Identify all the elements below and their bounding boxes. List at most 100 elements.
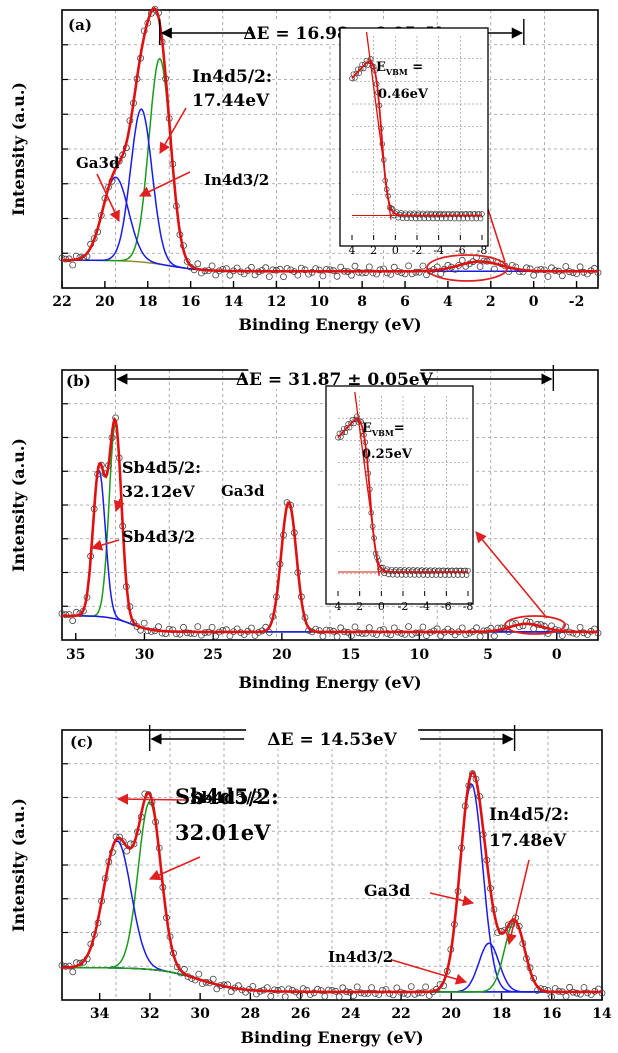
data-point — [369, 269, 377, 277]
data-point — [390, 624, 398, 632]
vbm-value: 0.46eV — [378, 87, 429, 102]
x-tick-label: -2 — [569, 294, 585, 310]
data-point — [328, 987, 336, 994]
inset-edge-extrapolation — [354, 391, 380, 577]
x-tick-label: 32 — [140, 1006, 159, 1022]
peak-annotation: In4d5/2: — [192, 67, 272, 87]
data-point — [155, 623, 162, 631]
x-tick-label: 14 — [592, 1006, 612, 1022]
data-point — [180, 623, 187, 631]
data-point — [212, 271, 220, 279]
inset-valence-band: 4 2 0 -2 -4 -6 -8 EVBM= 0.25eV — [325, 385, 474, 613]
inset-x-tick-label: -4 — [433, 244, 444, 257]
x-tick-label: 8 — [357, 294, 367, 310]
data-point — [351, 262, 359, 270]
inset-data-point — [348, 420, 354, 427]
inset-x-tick-label: -8 — [477, 244, 488, 257]
data-point — [116, 833, 123, 841]
peak-annotation: 17.48eV — [489, 831, 567, 851]
data-point — [405, 623, 413, 630]
annotation-arrow — [116, 793, 187, 805]
data-point — [569, 269, 577, 277]
x-tick-label: 5 — [483, 647, 493, 663]
data-point — [319, 272, 327, 280]
x-tick-label: 34 — [90, 1006, 110, 1022]
data-point — [371, 990, 379, 997]
data-point — [194, 260, 202, 268]
inset-data-point — [465, 567, 471, 574]
y-axis-label: Intensity (a.u.) — [9, 798, 28, 932]
data-point — [265, 629, 273, 636]
data-point — [296, 992, 304, 999]
peak-annotation: Ga3d — [76, 154, 120, 172]
inset-data-point — [435, 211, 442, 218]
data-point — [580, 984, 588, 991]
data-point — [566, 983, 573, 991]
data-point — [337, 624, 345, 632]
data-point — [333, 272, 341, 280]
data-point — [119, 838, 127, 845]
data-point — [339, 984, 347, 992]
data-point — [476, 263, 484, 270]
inset-x-tick-label: 4 — [335, 600, 342, 613]
data-point — [335, 993, 343, 1001]
data-point — [219, 627, 227, 634]
annotation-arrow — [429, 892, 475, 907]
data-point — [376, 627, 384, 634]
data-point — [265, 273, 273, 281]
peak-annotation: Ga3d — [364, 881, 410, 900]
data-point — [541, 266, 548, 274]
peak-annotation: Sb4d3/2 — [190, 788, 263, 807]
data-point — [362, 269, 370, 277]
inset-valence-band: 4 2 0 -2 -4 -6 -8 EVBM = 0.46eV — [339, 27, 489, 257]
vbm-label-e: E — [376, 60, 386, 75]
data-point — [219, 265, 227, 273]
inset-x-tick-label: 4 — [349, 244, 356, 257]
delta-e-label-bg — [246, 727, 419, 749]
data-point — [386, 990, 394, 997]
x-tick-label: 26 — [291, 1006, 310, 1022]
peak-annotation: 32.01eV — [175, 820, 271, 845]
panel-label: (a) — [68, 16, 92, 34]
data-point — [194, 623, 202, 630]
x-tick-label: 15 — [341, 647, 360, 663]
x-tick-label: 22 — [391, 1006, 410, 1022]
data-point — [368, 984, 376, 991]
data-point — [213, 985, 221, 993]
data-point — [69, 261, 77, 269]
data-point — [407, 983, 415, 990]
data-point — [398, 629, 405, 637]
x-tick-label: 10 — [310, 294, 330, 310]
x-axis-label: Binding Energy (eV) — [238, 673, 421, 692]
vbm-label-equals: = — [394, 421, 405, 436]
data-point — [280, 273, 287, 281]
annotation-arrow — [505, 859, 530, 946]
data-point — [423, 632, 430, 640]
data-point — [530, 271, 538, 279]
inset-data-point — [356, 418, 363, 424]
grid — [62, 730, 602, 1000]
data-point — [303, 986, 311, 994]
annotation-arrow — [391, 959, 468, 985]
annotation-arrow — [138, 171, 191, 197]
delta-e-label: ΔE = 14.53eV — [267, 730, 397, 750]
data-point — [337, 263, 345, 271]
data-point — [326, 627, 334, 634]
data-point — [267, 992, 275, 1000]
vbm-label: EVBM= — [362, 421, 405, 438]
x-tick-label: 12 — [267, 294, 286, 310]
y-axis-label: Intensity (a.u.) — [9, 438, 28, 572]
data-point — [473, 624, 480, 632]
valence-band-ellipse — [504, 615, 566, 635]
peak-annotation: Sb4d3/2 — [122, 527, 195, 546]
annotation-arrow — [113, 498, 125, 513]
data-point — [398, 269, 405, 277]
data-point — [405, 262, 413, 270]
data-point — [425, 992, 433, 999]
annotation-arrow — [90, 539, 120, 551]
data-point — [376, 266, 384, 274]
x-tick-label: 4 — [443, 294, 453, 310]
data-point — [247, 263, 255, 271]
x-tick-label: 0 — [552, 647, 562, 663]
